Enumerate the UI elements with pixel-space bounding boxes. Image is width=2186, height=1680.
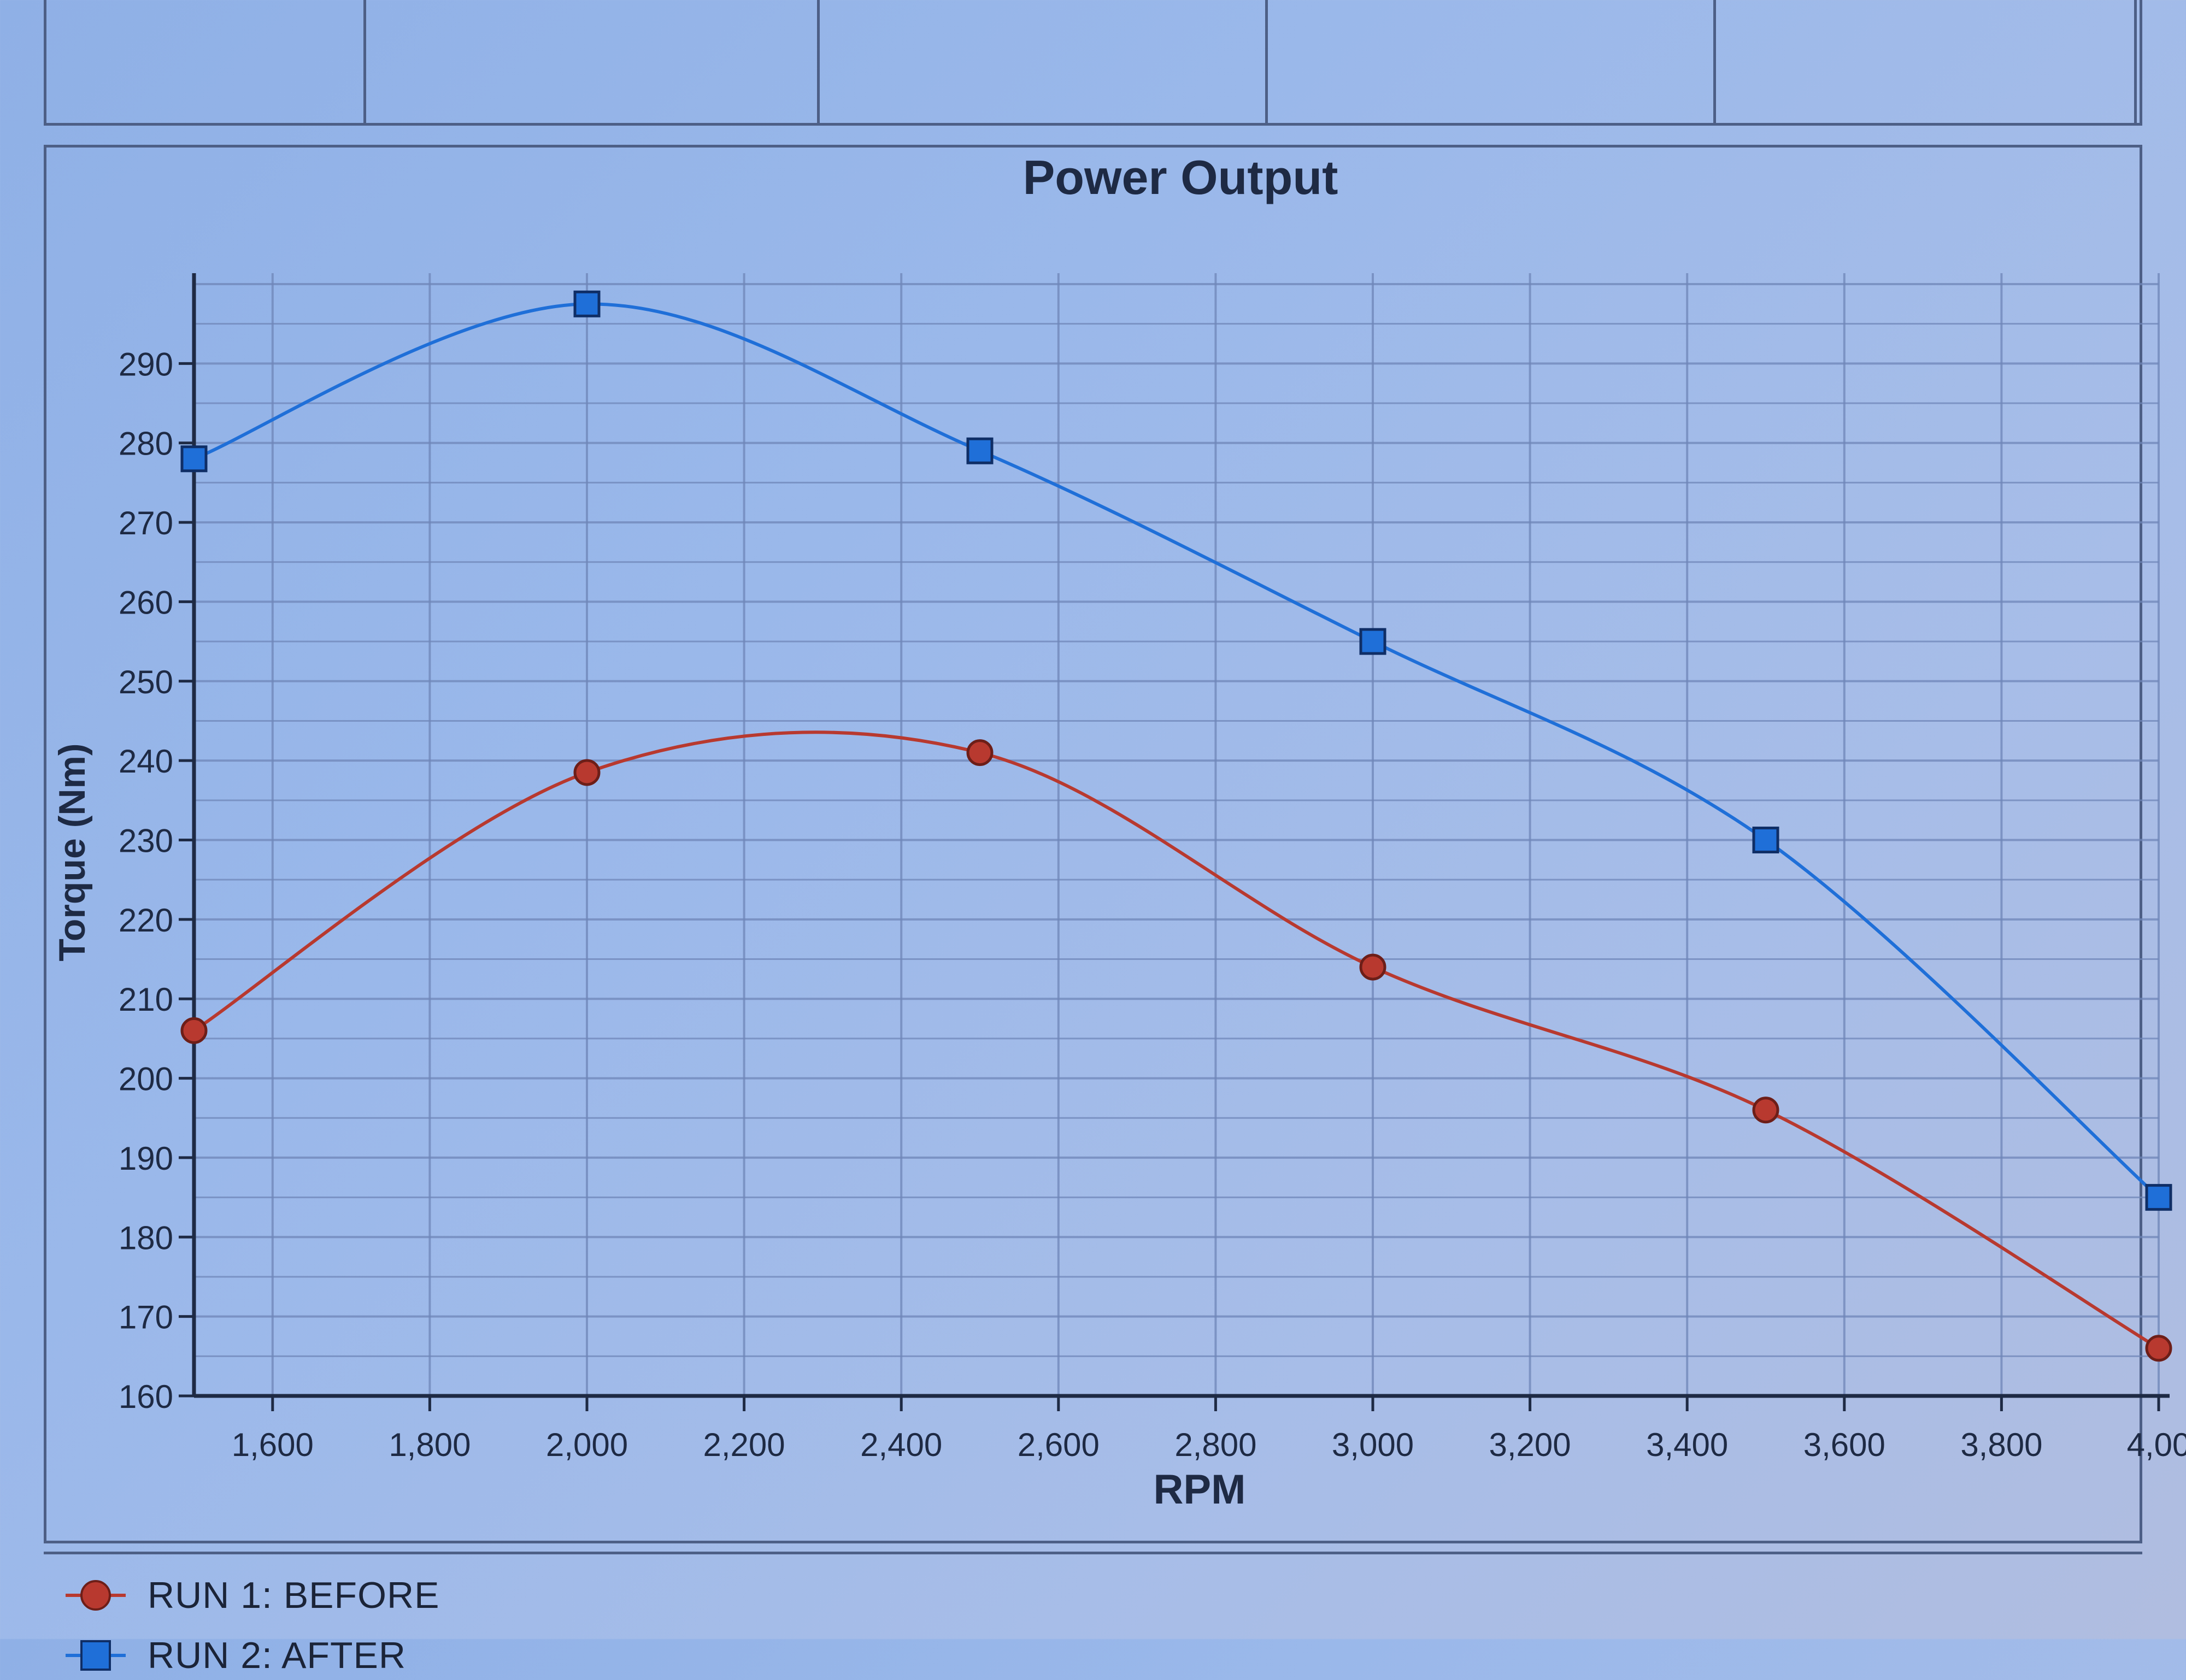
axes: [192, 273, 2170, 1398]
y-tick-label: 270: [119, 505, 173, 541]
data-point-run2: [573, 290, 601, 317]
y-tick-label: 250: [119, 664, 173, 700]
data-point-run2: [1359, 628, 1386, 655]
data-point-run2: [1752, 827, 1779, 853]
data-point-run2: [180, 445, 208, 473]
x-tick-label: 1,800: [389, 1426, 471, 1463]
legend-item-run1: RUN 1: BEFORE: [66, 1571, 439, 1620]
x-tick-label: 3,000: [1332, 1426, 1414, 1463]
x-tick-label: 2,000: [546, 1426, 628, 1463]
header-table: [44, 0, 2142, 126]
y-tick-label: 260: [119, 584, 173, 621]
legend-marker-square-icon: [66, 1639, 126, 1672]
x-axis-ticks: 1,600 1,800 2,000 2,200 2,400 2,600 2,800 3,000…: [232, 1396, 2186, 1463]
table-divider: [2134, 0, 2137, 123]
y-tick-label: 190: [119, 1140, 173, 1177]
data-point-run2: [2145, 1184, 2172, 1211]
y-tick-label: 200: [119, 1061, 173, 1098]
table-divider: [1265, 0, 1268, 123]
x-tick-label: 3,800: [1960, 1426, 2042, 1463]
legend-item-run2: RUN 2: AFTER: [66, 1631, 406, 1680]
chart-title: Power Output: [1023, 150, 1338, 204]
y-tick-label: 280: [119, 426, 173, 462]
legend-label-run2: RUN 2: AFTER: [148, 1635, 406, 1676]
y-tick-label: 230: [119, 823, 173, 859]
x-tick-label: 3,200: [1489, 1426, 1571, 1463]
data-point-run1: [180, 1017, 208, 1044]
legend-marker-circle-icon: [66, 1579, 126, 1612]
y-axis-ticks: 160 170 180 190 200 210 220 230 240 250 260 270 280 2…: [119, 346, 194, 1415]
chart-frame: [44, 145, 2142, 1543]
y-tick-label: 160: [119, 1378, 173, 1415]
y-tick-label: 220: [119, 902, 173, 939]
y-tick-label: 290: [119, 346, 173, 382]
data-point-run2: [966, 437, 994, 464]
y-tick-label: 170: [119, 1299, 173, 1336]
x-axis-label: RPM: [1154, 1466, 1246, 1513]
series-group: [180, 290, 2172, 1362]
x-tick-label: 2,600: [1018, 1426, 1100, 1463]
data-point-run1: [966, 739, 994, 767]
y-axis-label: Torque (Nm): [51, 743, 93, 961]
series-line-1: [193, 730, 2160, 1350]
power-output-chart: Power Output 160 170 180 190 200 210 220 230 240…: [51, 150, 2186, 1513]
x-tick-label: 4,00: [2127, 1426, 2186, 1463]
x-tick-label: 2,800: [1174, 1426, 1256, 1463]
x-tick-label: 2,200: [703, 1426, 785, 1463]
x-tick-label: 3,400: [1646, 1426, 1728, 1463]
x-tick-label: 3,600: [1803, 1426, 1885, 1463]
series-line-2: [193, 302, 2160, 1199]
table-divider: [1713, 0, 1716, 123]
table-divider: [817, 0, 820, 123]
x-tick-label: 1,600: [232, 1426, 314, 1463]
y-tick-label: 180: [119, 1219, 173, 1256]
y-tick-label: 240: [119, 743, 173, 780]
x-tick-label: 2,400: [860, 1426, 942, 1463]
grid: [194, 273, 2160, 1396]
table-divider: [363, 0, 366, 123]
y-tick-label: 210: [119, 981, 173, 1018]
data-point-run1: [2145, 1335, 2172, 1362]
data-point-run1: [1359, 953, 1386, 981]
legend: RUN 1: BEFORE RUN 2: AFTER: [44, 1552, 2142, 1676]
data-point-run1: [1752, 1097, 1779, 1124]
legend-label-run1: RUN 1: BEFORE: [148, 1575, 440, 1616]
data-point-run1: [573, 759, 601, 786]
